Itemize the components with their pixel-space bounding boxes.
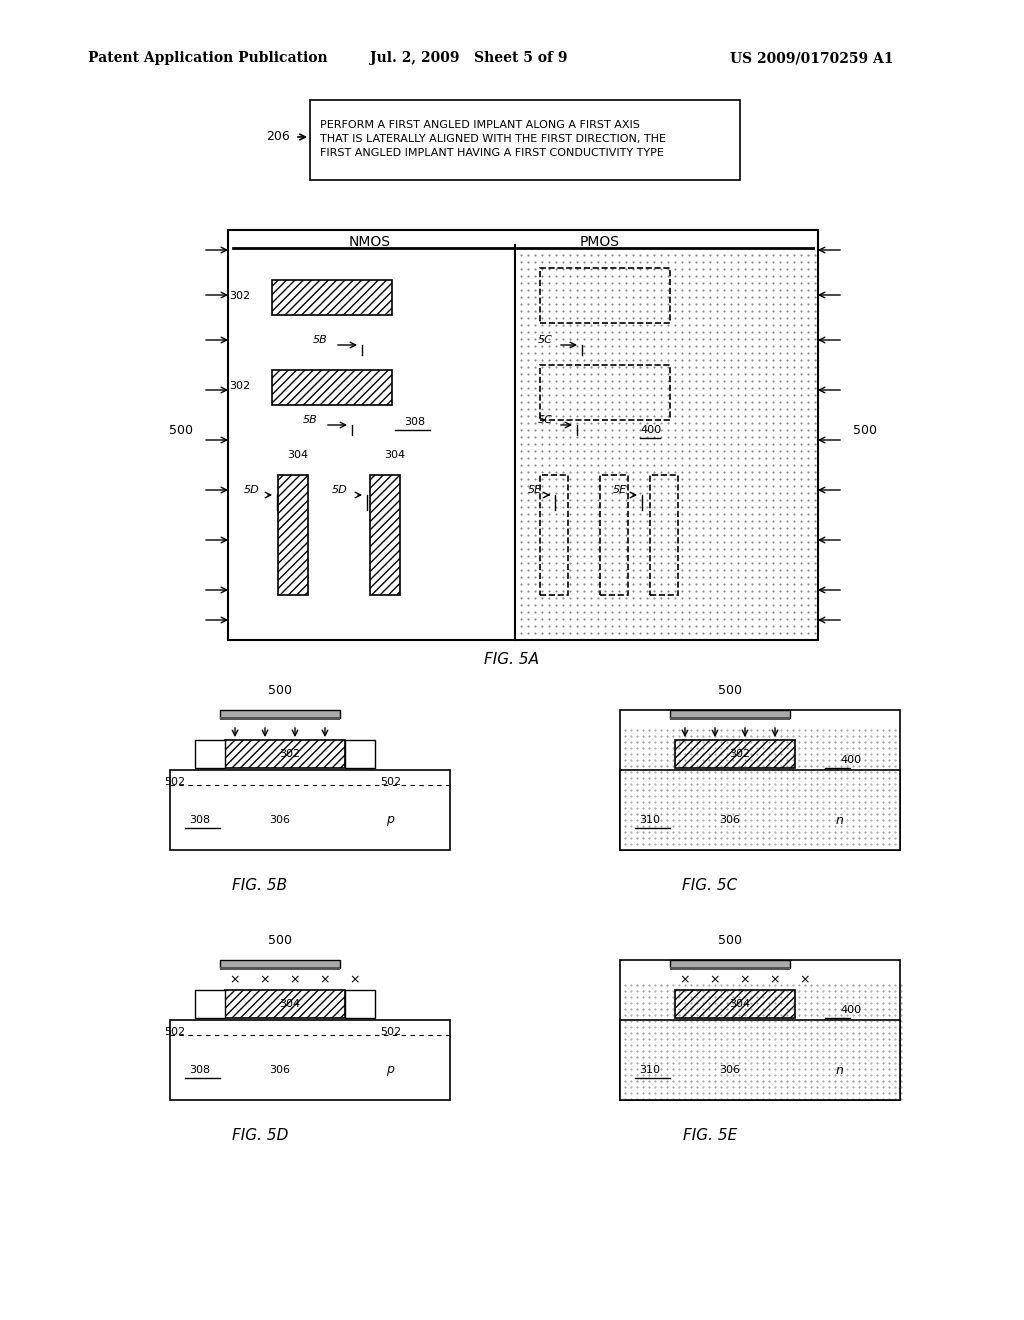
- Text: ×: ×: [800, 974, 810, 986]
- Text: FIG. 5C: FIG. 5C: [682, 878, 737, 892]
- Bar: [540, 475, 568, 595]
- Text: n: n: [836, 813, 844, 826]
- Text: 5B: 5B: [312, 335, 328, 345]
- Bar: [272, 370, 392, 405]
- Text: 5D: 5D: [244, 484, 260, 495]
- Bar: [195, 741, 225, 768]
- Bar: [310, 100, 740, 180]
- Text: PERFORM A FIRST ANGLED IMPLANT ALONG A FIRST AXIS
THAT IS LATERALLY ALIGNED WITH: PERFORM A FIRST ANGLED IMPLANT ALONG A F…: [319, 120, 666, 158]
- Text: ×: ×: [229, 974, 241, 986]
- Text: 5C: 5C: [538, 414, 552, 425]
- Text: ×: ×: [739, 974, 751, 986]
- Text: 500: 500: [853, 424, 877, 437]
- Bar: [675, 741, 795, 768]
- Text: 502: 502: [380, 1027, 401, 1038]
- Bar: [540, 268, 670, 323]
- Bar: [195, 990, 225, 1018]
- Text: PMOS: PMOS: [580, 235, 620, 249]
- Bar: [228, 230, 818, 640]
- Text: FIG. 5E: FIG. 5E: [683, 1127, 737, 1143]
- Text: FIG. 5D: FIG. 5D: [231, 1127, 288, 1143]
- Text: 500: 500: [718, 684, 742, 697]
- Text: 302: 302: [229, 381, 250, 391]
- Text: 5E: 5E: [528, 484, 542, 495]
- Text: 5C: 5C: [538, 335, 552, 345]
- Text: 502: 502: [380, 777, 401, 787]
- Text: n: n: [836, 1064, 844, 1077]
- Text: 310: 310: [640, 814, 660, 825]
- Text: ×: ×: [350, 974, 360, 986]
- Bar: [170, 1020, 450, 1100]
- Bar: [220, 717, 340, 719]
- Text: 5D: 5D: [332, 484, 348, 495]
- Bar: [620, 1020, 900, 1100]
- Bar: [670, 710, 790, 718]
- Bar: [345, 741, 375, 768]
- Bar: [225, 741, 345, 768]
- Text: 206: 206: [266, 131, 290, 144]
- Bar: [170, 770, 450, 850]
- Bar: [670, 968, 790, 970]
- Bar: [620, 960, 900, 1100]
- Text: 502: 502: [164, 777, 185, 787]
- Text: 502: 502: [164, 1027, 185, 1038]
- Text: ×: ×: [680, 974, 690, 986]
- Text: 500: 500: [169, 424, 193, 437]
- Text: ×: ×: [290, 974, 300, 986]
- Text: 308: 308: [404, 417, 426, 426]
- Bar: [650, 475, 678, 595]
- Text: 306: 306: [269, 814, 291, 825]
- Text: 500: 500: [268, 933, 292, 946]
- Text: 308: 308: [189, 814, 211, 825]
- Text: p: p: [386, 1064, 394, 1077]
- Bar: [600, 475, 628, 595]
- Text: 5E: 5E: [613, 484, 627, 495]
- Text: Jul. 2, 2009   Sheet 5 of 9: Jul. 2, 2009 Sheet 5 of 9: [370, 51, 567, 65]
- Bar: [620, 710, 900, 850]
- Bar: [220, 960, 340, 968]
- Text: 5B: 5B: [303, 414, 317, 425]
- Text: 306: 306: [269, 1065, 291, 1074]
- Text: FIG. 5B: FIG. 5B: [232, 878, 288, 892]
- Bar: [670, 717, 790, 719]
- Bar: [225, 990, 345, 1018]
- Text: 400: 400: [640, 425, 662, 436]
- Text: 304: 304: [280, 999, 301, 1008]
- Text: 306: 306: [720, 814, 740, 825]
- Text: 306: 306: [720, 1065, 740, 1074]
- Text: US 2009/0170259 A1: US 2009/0170259 A1: [730, 51, 894, 65]
- Bar: [370, 475, 400, 595]
- Bar: [220, 968, 340, 970]
- Text: ×: ×: [770, 974, 780, 986]
- Bar: [278, 475, 308, 595]
- Text: ×: ×: [260, 974, 270, 986]
- Text: FIG. 5A: FIG. 5A: [484, 652, 540, 668]
- Text: p: p: [386, 813, 394, 826]
- Text: 302: 302: [229, 290, 250, 301]
- Text: NMOS: NMOS: [349, 235, 391, 249]
- Bar: [272, 280, 392, 315]
- Bar: [675, 990, 795, 1018]
- Text: 500: 500: [718, 933, 742, 946]
- Text: 500: 500: [268, 684, 292, 697]
- Text: 400: 400: [840, 1005, 861, 1015]
- Text: 302: 302: [729, 748, 751, 759]
- Text: 308: 308: [189, 1065, 211, 1074]
- Text: ×: ×: [710, 974, 720, 986]
- Text: Patent Application Publication: Patent Application Publication: [88, 51, 328, 65]
- Bar: [620, 770, 900, 850]
- Text: 302: 302: [280, 748, 301, 759]
- Bar: [345, 990, 375, 1018]
- Bar: [540, 366, 670, 420]
- Text: 310: 310: [640, 1065, 660, 1074]
- Text: 304: 304: [288, 450, 308, 459]
- Text: ×: ×: [319, 974, 331, 986]
- Bar: [220, 710, 340, 718]
- Text: 304: 304: [729, 999, 751, 1008]
- Text: 400: 400: [840, 755, 861, 766]
- Bar: [670, 960, 790, 968]
- Text: 304: 304: [384, 450, 406, 459]
